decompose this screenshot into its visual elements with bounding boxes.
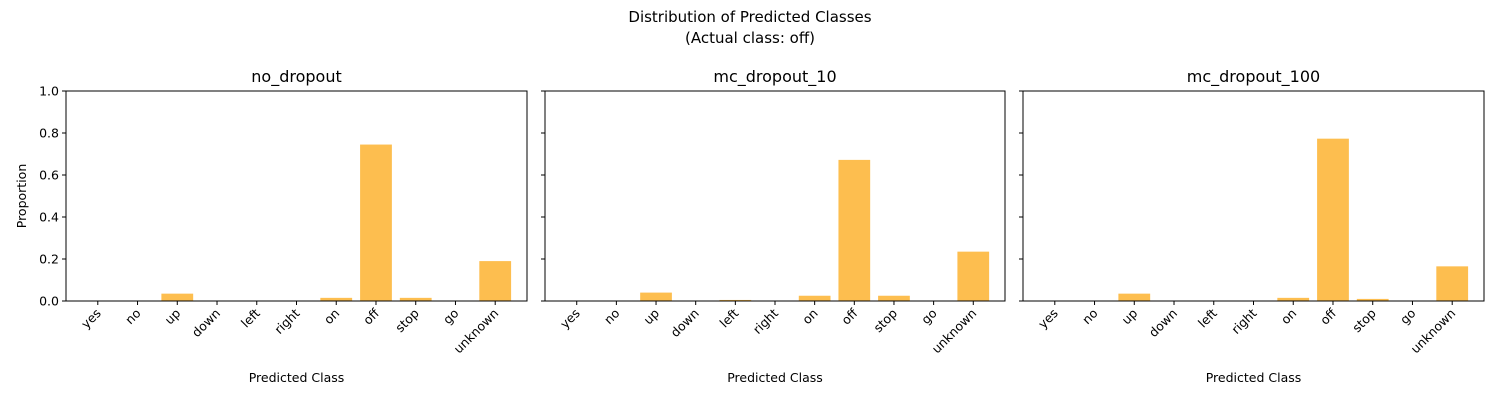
y-tick-label: 0.0 xyxy=(39,294,59,309)
bar-stop xyxy=(1356,298,1389,301)
x-tick-label-yes: yes xyxy=(78,306,104,332)
subplot-2: yes no up down left right on off stop gounknownmc… xyxy=(541,67,1006,385)
x-tick-label-left: left xyxy=(238,305,263,330)
x-tick-label-on: on xyxy=(1278,306,1300,328)
x-tick-label-yes: yes xyxy=(1035,306,1061,332)
y-tick-label: 0.6 xyxy=(39,168,59,183)
bar-unknown xyxy=(1436,266,1469,301)
bar-left xyxy=(719,299,752,301)
x-axis-label: Predicted Class xyxy=(1206,370,1302,385)
x-tick-label-no: no xyxy=(1079,306,1101,328)
x-tick-label-down: down xyxy=(667,306,701,340)
x-tick-label-go: go xyxy=(1397,306,1419,328)
y-tick-label: 0.8 xyxy=(39,126,59,141)
y-tick-label: 0.2 xyxy=(39,252,59,267)
bar-off xyxy=(360,144,392,301)
x-tick-label-stop: stop xyxy=(392,305,422,335)
x-axis-label: Predicted Class xyxy=(249,370,345,385)
bar-on xyxy=(798,295,831,301)
axes-frame xyxy=(65,90,528,302)
x-tick-label-go: go xyxy=(440,306,462,328)
bar-off xyxy=(838,159,871,301)
x-tick-label-off: off xyxy=(360,305,382,327)
x-tick-label-right: right xyxy=(1228,305,1259,336)
subplot-title: no_dropout xyxy=(251,67,341,87)
bar-on xyxy=(1277,297,1310,301)
axes-frame xyxy=(544,90,1006,302)
bar-on xyxy=(320,297,353,301)
bar-up xyxy=(161,293,194,301)
x-tick-label-right: right xyxy=(271,305,302,336)
suptitle-line1: Distribution of Predicted Classes xyxy=(628,8,871,26)
x-tick-label-stop: stop xyxy=(1349,305,1379,335)
x-tick-label-up: up xyxy=(162,305,184,327)
bar-stop xyxy=(399,297,432,301)
bar-unknown xyxy=(479,261,512,301)
axes-frame xyxy=(1022,90,1485,302)
subplot-title: mc_dropout_100 xyxy=(1187,67,1320,87)
x-tick-label-no: no xyxy=(122,306,144,328)
x-tick-label-on: on xyxy=(321,306,343,328)
x-tick-label-up: up xyxy=(1119,305,1141,327)
x-tick-label-down: down xyxy=(189,306,223,340)
y-tick-label: 1.0 xyxy=(39,84,59,99)
x-tick-label-down: down xyxy=(1146,306,1180,340)
x-axis-label: Predicted Class xyxy=(727,370,823,385)
x-tick-label-off: off xyxy=(1317,305,1339,327)
x-tick-label-off: off xyxy=(838,305,860,327)
x-tick-label-left: left xyxy=(1195,305,1220,330)
y-axis-label: Proportion xyxy=(14,164,29,229)
x-tick-label-stop: stop xyxy=(870,305,900,335)
bar-stop xyxy=(878,295,910,301)
x-tick-label-no: no xyxy=(601,306,623,328)
bar-off xyxy=(1317,138,1349,301)
bar-up xyxy=(1118,293,1151,301)
x-tick-label-on: on xyxy=(799,306,821,328)
subplot-title: mc_dropout_10 xyxy=(713,67,836,87)
x-tick-label-up: up xyxy=(640,305,662,327)
bar-unknown xyxy=(957,251,990,301)
x-tick-label-go: go xyxy=(918,306,940,328)
x-tick-label-left: left xyxy=(717,305,742,330)
x-tick-label-right: right xyxy=(750,305,781,336)
y-tick-label: 0.4 xyxy=(39,210,59,225)
subplot-3: yes no up down left right on off stop gounknownmc… xyxy=(1019,67,1485,385)
subplot-1: 0.0 0.2 0.4 0.6 0.8 1.0 yes no up down left right on… xyxy=(14,67,528,385)
bar-up xyxy=(640,292,672,301)
suptitle-line2: (Actual class: off) xyxy=(685,29,815,47)
x-tick-label-yes: yes xyxy=(557,306,583,332)
